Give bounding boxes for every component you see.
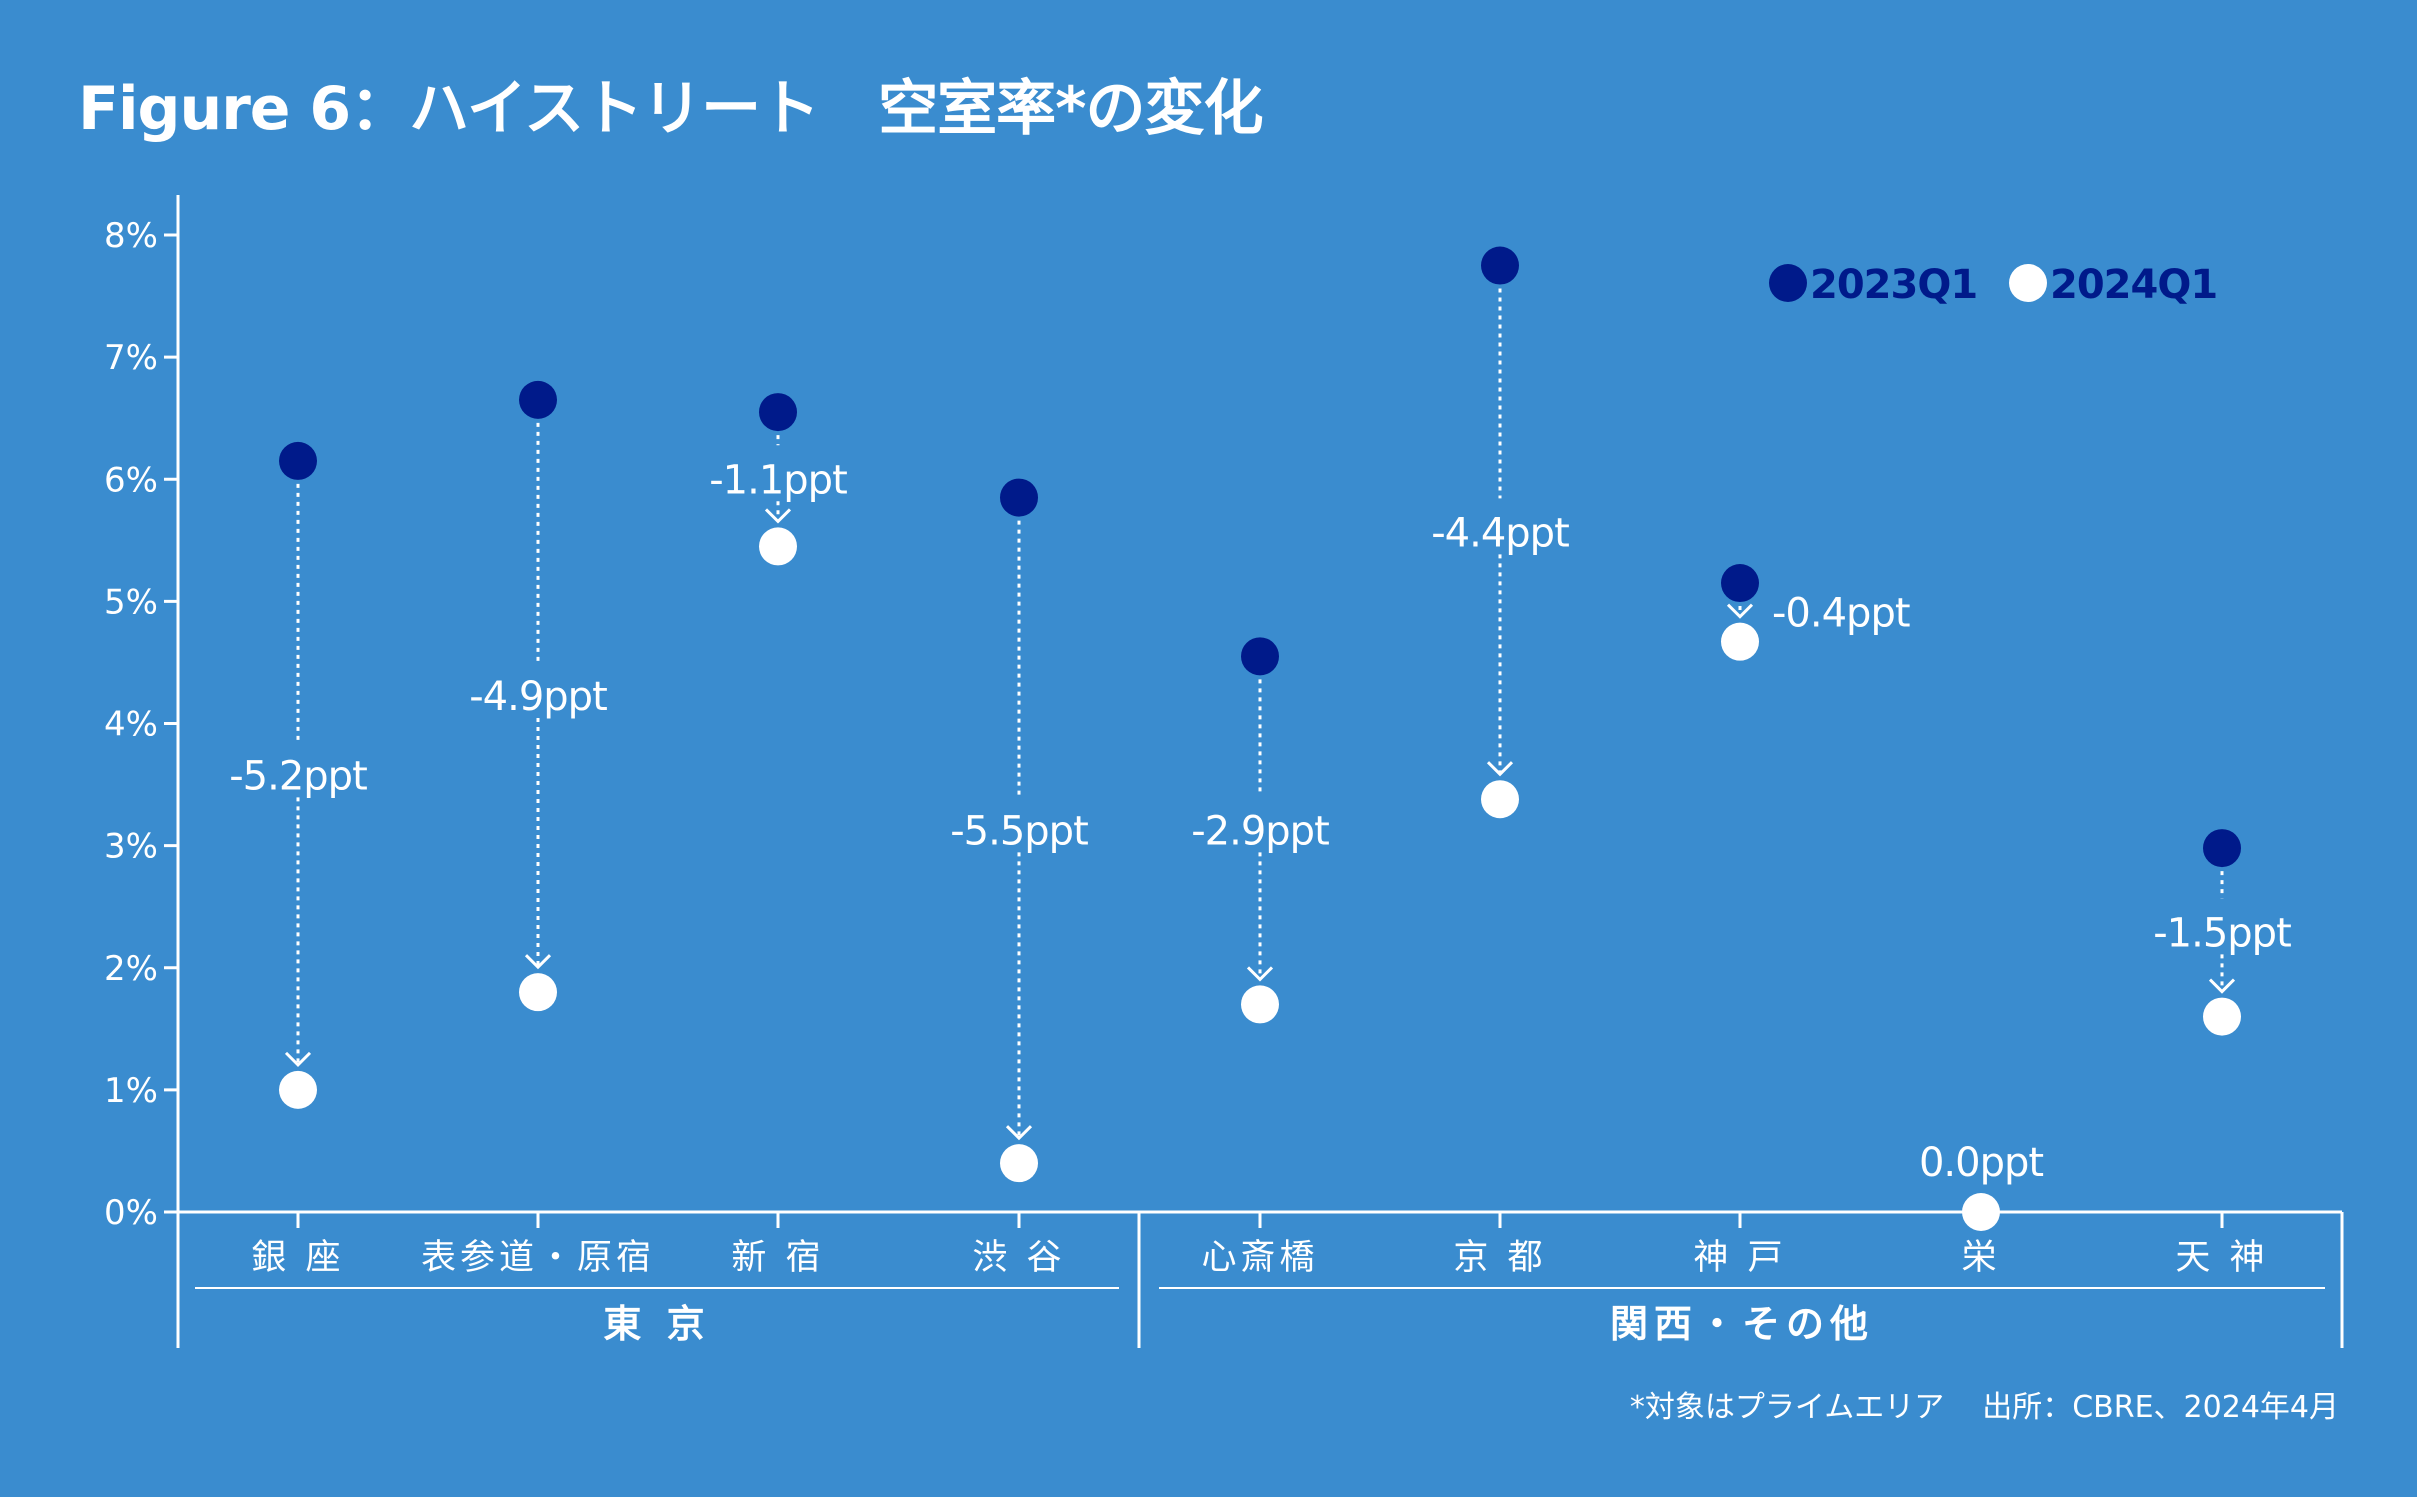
change-arrowhead bbox=[2208, 978, 2236, 994]
change-label: -0.4ppt bbox=[1772, 590, 1910, 636]
x-category-label: 新 宿 bbox=[731, 1238, 824, 1278]
y-tick-label: 0% bbox=[104, 1193, 158, 1233]
marker-2023q1 bbox=[759, 393, 797, 432]
change-label: -2.9ppt bbox=[1191, 808, 1329, 854]
marker-2024q1 bbox=[279, 1070, 317, 1109]
change-arrowhead bbox=[1486, 761, 1514, 777]
y-tick-label: 5% bbox=[104, 582, 158, 622]
marker-2024q1 bbox=[1000, 1144, 1038, 1183]
marker-2024q1 bbox=[759, 527, 797, 566]
change-arrowhead bbox=[764, 508, 792, 524]
group-label: 東 京 bbox=[603, 1302, 710, 1346]
legend-label-2024q1: 2024Q1 bbox=[2050, 262, 2217, 308]
change-arrowhead bbox=[1726, 603, 1754, 619]
y-tick-label: 3% bbox=[104, 827, 158, 867]
x-category-label: 栄 bbox=[1961, 1238, 2000, 1278]
legend-marker-2023q1 bbox=[1769, 264, 1807, 302]
x-category-label: 天 神 bbox=[2175, 1238, 2268, 1278]
marker-2024q1 bbox=[1481, 780, 1519, 819]
legend-label-2023q1: 2023Q1 bbox=[1810, 262, 1977, 308]
marker-2024q1 bbox=[1241, 985, 1279, 1024]
marker-2024q1 bbox=[2203, 997, 2241, 1036]
marker-2024q1 bbox=[1962, 1193, 2000, 1231]
y-tick-label: 1% bbox=[104, 1071, 158, 1111]
marker-2023q1 bbox=[279, 441, 317, 480]
footnote-note: *対象はプライムエリア bbox=[1629, 1390, 1945, 1425]
x-category-label: 心斎橋 bbox=[1201, 1238, 1318, 1278]
change-arrowhead bbox=[1005, 1125, 1033, 1141]
y-tick-label: 7% bbox=[104, 338, 158, 378]
footnote-source: 出所：CBRE、2024年4月 bbox=[1982, 1390, 2339, 1425]
legend-marker-2024q1 bbox=[2009, 264, 2047, 302]
change-arrowhead bbox=[284, 1051, 312, 1067]
figure-title: Figure 6：ハイストリート 空室率*の変化 bbox=[78, 74, 1264, 144]
marker-2023q1 bbox=[1241, 637, 1279, 676]
change-label: -5.5ppt bbox=[950, 808, 1088, 854]
footnote: *対象はプライムエリア 出所：CBRE、2024年4月 bbox=[1592, 1382, 2339, 1426]
y-tick-label: 6% bbox=[104, 460, 158, 500]
change-label: -5.2ppt bbox=[229, 753, 367, 799]
marker-2023q1 bbox=[1000, 478, 1038, 517]
marker-2024q1 bbox=[519, 973, 557, 1012]
y-tick-label: 4% bbox=[104, 705, 158, 745]
change-label: -4.9ppt bbox=[469, 674, 607, 720]
y-tick-label: 2% bbox=[104, 949, 158, 989]
change-label: -4.4ppt bbox=[1431, 510, 1569, 556]
x-category-label: 渋 谷 bbox=[972, 1238, 1065, 1278]
y-tick-label: 8% bbox=[104, 216, 158, 256]
change-arrowhead bbox=[1246, 966, 1274, 982]
marker-2023q1 bbox=[1721, 564, 1759, 603]
x-category-label: 神 戸 bbox=[1693, 1238, 1786, 1278]
marker-2023q1 bbox=[1481, 246, 1519, 285]
change-label: -1.5ppt bbox=[2153, 910, 2291, 956]
marker-2023q1 bbox=[519, 380, 557, 419]
x-category-label: 銀 座 bbox=[251, 1238, 344, 1278]
marker-2024q1 bbox=[1721, 622, 1759, 661]
marker-2023q1 bbox=[2203, 829, 2241, 868]
x-category-label: 表参道・原宿 bbox=[421, 1238, 655, 1278]
change-arrowhead bbox=[524, 954, 552, 970]
group-label: 関西・その他 bbox=[1610, 1302, 1874, 1346]
x-category-label: 京 都 bbox=[1453, 1238, 1546, 1278]
change-label: -1.1ppt bbox=[709, 457, 847, 503]
change-label: 0.0ppt bbox=[1919, 1140, 2043, 1186]
